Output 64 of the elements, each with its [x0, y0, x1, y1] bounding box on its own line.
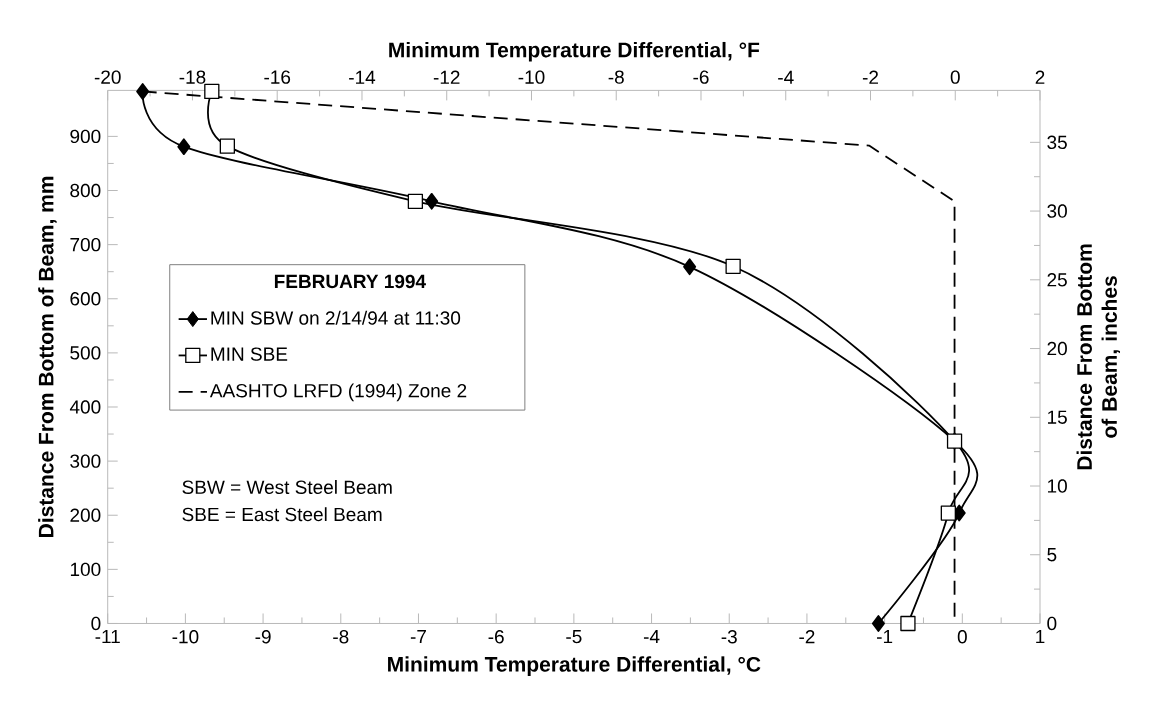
x2-tick-label: -10 [518, 70, 545, 84]
x-tick-label: -1 [877, 630, 893, 644]
y-tick-label: 900 [70, 129, 101, 144]
y2-tick-label: 20 [1047, 341, 1067, 356]
y-tick-label: 500 [70, 346, 101, 360]
x-tick-label: -3 [721, 630, 737, 644]
x-tick-label: -11 [95, 630, 120, 644]
y2-tick-label: 0 [1047, 616, 1057, 631]
x2-tick-label: -4 [778, 70, 794, 84]
annotation: SBE = East Steel Beam [182, 507, 382, 522]
x2-tick-label: -8 [608, 70, 624, 84]
y-tick-label: 800 [70, 183, 101, 198]
point [940, 505, 956, 521]
x-tick-label: -5 [566, 630, 582, 644]
x2-axis-title: Minimum Temperature Differential, °F [389, 41, 760, 62]
y-tick-label: 100 [70, 562, 101, 577]
x2-tick-label: -12 [433, 70, 460, 84]
legend-label: MIN SBE [211, 347, 288, 361]
y2-tick-label: 10 [1048, 479, 1067, 493]
y2-axis-title: Distance From Bottom of Beam, inches [1076, 244, 1121, 470]
y2-tick-label: 30 [1047, 204, 1067, 218]
x2-tick-label: -14 [349, 70, 376, 84]
x2-tick-label: -20 [94, 70, 121, 84]
y-tick-label: 0 [91, 616, 101, 631]
y-tick-label: 600 [70, 292, 101, 306]
x-tick-label: -7 [410, 630, 426, 644]
y2-tick-label: 35 [1047, 135, 1067, 150]
y2-tick-label: 25 [1047, 273, 1067, 287]
point [425, 192, 439, 210]
x-axis-title: Minimum Temperature Differential, °C [388, 656, 761, 676]
x-tick-label: -4 [643, 630, 660, 644]
x-tick-label: -2 [799, 630, 815, 644]
legend-label: MIN SBW on 2/14/94 at 11:30 [211, 310, 461, 325]
point [219, 138, 236, 154]
x2-tick-label: -2 [862, 70, 878, 84]
point [683, 258, 697, 276]
y-tick-label: 400 [69, 400, 101, 414]
legend-title: FEBRUARY 1994 [274, 274, 426, 289]
x-tick-label: 1 [1036, 630, 1045, 644]
point [177, 138, 191, 156]
x-tick-label: -10 [172, 630, 199, 644]
x2-tick-label: -16 [264, 70, 291, 84]
y-tick-label: 200 [70, 508, 101, 522]
y2-tick-label: 15 [1048, 410, 1067, 424]
x2-tick-label: 0 [950, 70, 960, 84]
x-tick-label: -6 [488, 630, 504, 644]
point [725, 258, 741, 274]
point [871, 615, 885, 632]
annotation: SBW = West Steel Beam [182, 480, 392, 494]
point [900, 615, 916, 632]
y-tick-label: 700 [70, 237, 101, 252]
x2-tick-label: 2 [1035, 70, 1045, 84]
legend-label: AASHTO LRFD (1994) Zone 2 [209, 383, 467, 402]
point [136, 83, 150, 100]
x-tick-label: -9 [255, 630, 271, 644]
x2-tick-label: -6 [693, 70, 709, 84]
point [204, 83, 220, 100]
y-axis-title: Distance From Bottom of Beam, mm [38, 176, 57, 537]
y-tick-label: 300 [70, 454, 101, 468]
x-tick-label: -8 [333, 630, 349, 644]
x2-tick-label: -18 [179, 70, 206, 84]
y2-tick-label: 5 [1047, 548, 1057, 562]
x-tick-label: 0 [957, 630, 967, 644]
point [407, 193, 424, 209]
